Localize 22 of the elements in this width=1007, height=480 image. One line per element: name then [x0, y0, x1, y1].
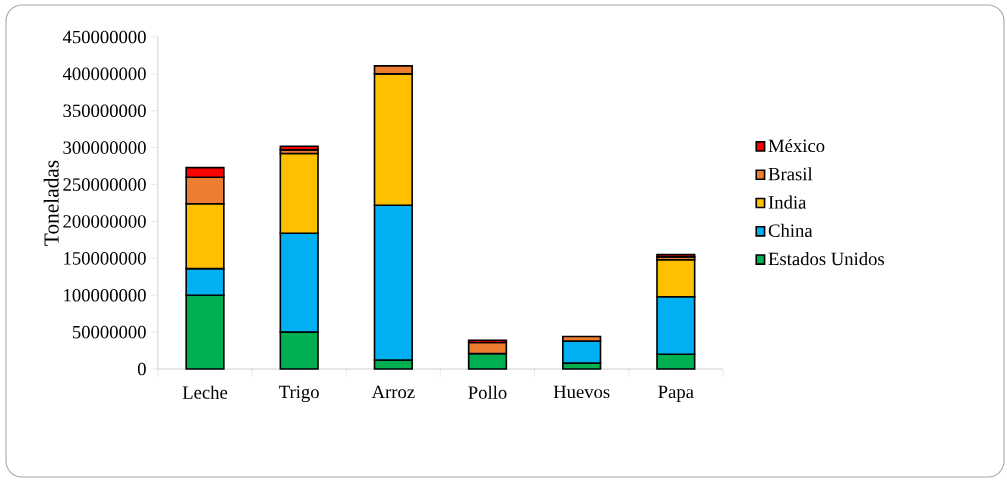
y-tick-label: 400000000 [62, 67, 146, 81]
x-tick-label: Trigo [279, 385, 319, 403]
y-tick-label: 300000000 [63, 141, 146, 154]
y-tick-label: 0 [137, 362, 146, 376]
y-tick-label: 50000000 [72, 325, 146, 339]
y-tick-label: 100000000 [64, 288, 146, 302]
x-tick-label: Pollo [468, 385, 507, 399]
y-tick-label: 350000000 [63, 104, 146, 118]
legend-label: India [768, 195, 807, 209]
y-tick-label: 200000000 [63, 215, 146, 228]
y-tick-label: 250000000 [63, 178, 146, 191]
y-axis-title: Toneladas [43, 160, 59, 246]
legend-label: Estados Unidos [768, 252, 885, 266]
x-tick-label: Arroz [371, 385, 415, 399]
legend-label: China [768, 223, 813, 237]
x-tick-label: Papa [658, 385, 694, 402]
legend-label: Brasil [768, 167, 813, 181]
x-tick-label: Leche [182, 385, 228, 399]
y-tick-label: 150000000 [64, 252, 146, 265]
y-tick-label: 450000000 [62, 30, 146, 44]
x-tick-label: Huevos [553, 385, 610, 399]
legend-label: México [768, 138, 825, 153]
